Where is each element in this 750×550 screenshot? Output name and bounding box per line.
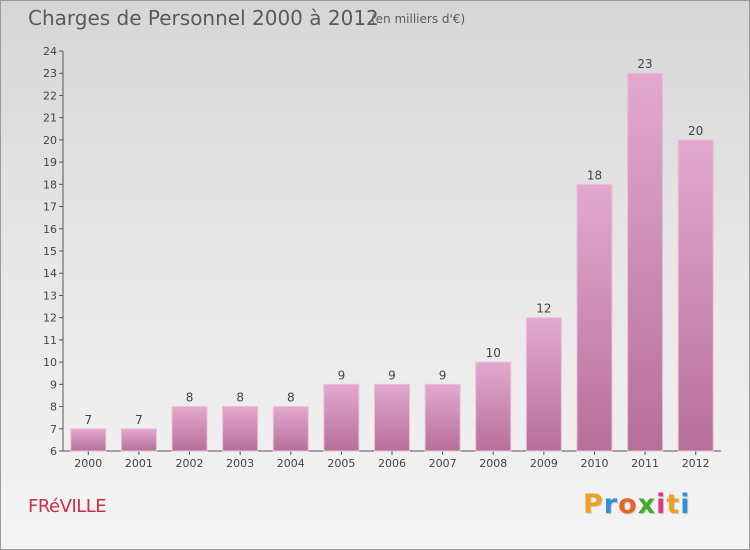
y-tick-label: 14 xyxy=(43,267,57,280)
x-tick-label: 2004 xyxy=(277,457,305,470)
y-tick-label: 12 xyxy=(43,312,57,325)
x-tick-label: 2002 xyxy=(176,457,204,470)
y-tick-label: 22 xyxy=(43,89,57,102)
y-tick-label: 16 xyxy=(43,223,57,236)
logo-letter: x xyxy=(637,489,657,520)
bars: 7 7 8 8 8 9 9 9 10 12 18 23 20 xyxy=(70,57,714,452)
bar-value-label: 9 xyxy=(338,368,346,382)
bar-value-label: 7 xyxy=(84,413,92,427)
y-tick-label: 19 xyxy=(43,156,57,169)
bar xyxy=(70,428,107,452)
logo-letter: i xyxy=(656,489,667,520)
bar xyxy=(120,428,157,452)
chart-subtitle: (en milliers d'€) xyxy=(371,12,466,26)
bar-value-label: 20 xyxy=(688,124,703,138)
x-tick-label: 2011 xyxy=(631,457,659,470)
bar xyxy=(576,183,613,452)
y-tick-label: 15 xyxy=(43,245,57,258)
x-tick-label: 2007 xyxy=(429,457,457,470)
y-tick-label: 8 xyxy=(50,401,57,414)
y-tick-label: 9 xyxy=(50,378,57,391)
bar xyxy=(475,361,512,452)
logo-letter: o xyxy=(618,489,638,520)
bar xyxy=(171,406,208,452)
y-tick-label: 7 xyxy=(50,423,57,436)
bar xyxy=(222,406,259,452)
bar-value-label: 18 xyxy=(587,168,602,182)
proxiti-logo: Proxiti xyxy=(583,489,691,520)
bar xyxy=(627,72,664,452)
y-tick-label: 10 xyxy=(43,356,57,369)
place-name: FRéVILLE xyxy=(28,496,107,517)
x-tick-label: 2000 xyxy=(74,457,102,470)
x-tick-label: 2001 xyxy=(125,457,153,470)
x-tick-label: 2012 xyxy=(682,457,710,470)
logo-letter: i xyxy=(680,489,691,520)
bar-value-label: 9 xyxy=(439,368,447,382)
bar xyxy=(374,383,410,452)
bar-value-label: 8 xyxy=(287,391,295,405)
logo-letter: P xyxy=(583,489,604,520)
x-tick-label: 2006 xyxy=(378,457,406,470)
x-tick-label: 2005 xyxy=(327,457,355,470)
bar-value-label: 23 xyxy=(637,57,652,71)
bar-value-label: 12 xyxy=(536,302,551,316)
bar xyxy=(272,406,309,452)
bar xyxy=(323,383,360,452)
y-tick-label: 13 xyxy=(43,289,57,302)
axes: 6 7 8 9 10 11 12 13 14 15 16 17 18 19 20 21 22 23 24 2000 20… xyxy=(43,45,721,470)
bar-value-label: 10 xyxy=(486,346,501,360)
bar-value-label: 8 xyxy=(236,391,244,405)
y-tick-label: 20 xyxy=(43,134,57,147)
y-tick-label: 23 xyxy=(43,67,57,80)
y-tick-label: 11 xyxy=(43,334,57,347)
bar-value-label: 8 xyxy=(186,391,194,405)
x-tick-label: 2003 xyxy=(226,457,254,470)
bar xyxy=(424,383,461,452)
bar-value-label: 7 xyxy=(135,413,143,427)
logo-letter: r xyxy=(603,489,619,520)
y-tick-label: 21 xyxy=(43,112,57,125)
logo-letter: t xyxy=(666,489,681,520)
y-tick-label: 6 xyxy=(50,445,57,458)
x-tick-label: 2008 xyxy=(479,457,507,470)
y-tick-label: 24 xyxy=(43,45,57,58)
x-tick-label: 2009 xyxy=(530,457,558,470)
bar-value-label: 9 xyxy=(388,368,396,382)
chart-title: Charges de Personnel 2000 à 2012 xyxy=(28,6,379,30)
bar xyxy=(525,317,562,452)
y-tick-label: 18 xyxy=(43,178,57,191)
y-tick-label: 17 xyxy=(43,201,57,214)
x-tick-label: 2010 xyxy=(580,457,608,470)
bar xyxy=(677,139,714,452)
